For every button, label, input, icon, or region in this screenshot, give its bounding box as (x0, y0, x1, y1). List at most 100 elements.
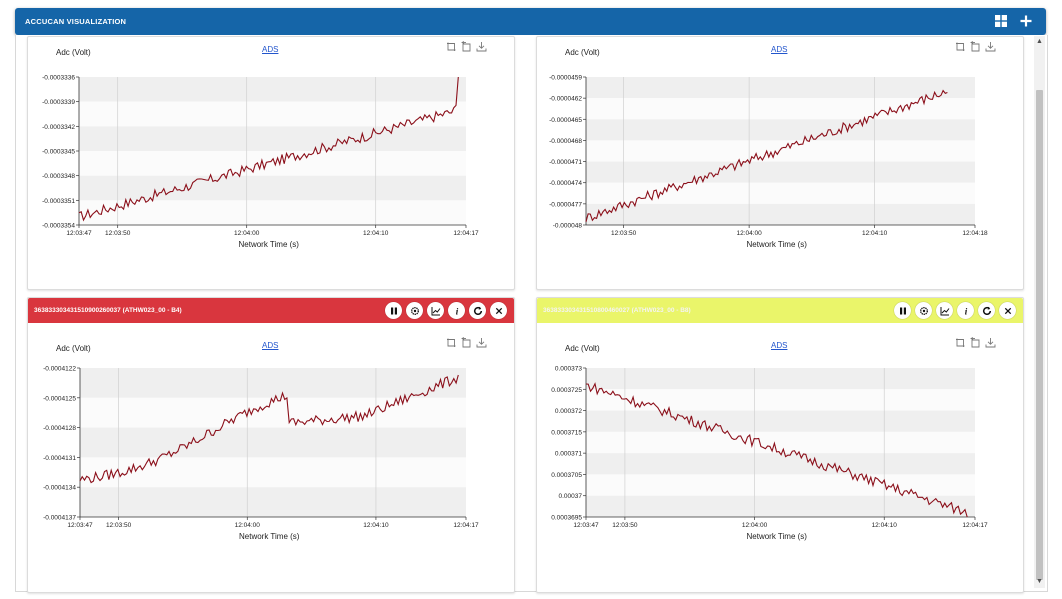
reset-zoom-icon[interactable] (461, 41, 472, 52)
plot-band (586, 368, 975, 389)
panel-header-buttons: i (894, 302, 1016, 319)
x-tick-label: 12:03:47 (573, 522, 599, 529)
close-button[interactable] (999, 302, 1016, 319)
settings-icon (409, 305, 421, 317)
x-tick-label: 12:03:50 (106, 522, 132, 529)
plot-band (79, 126, 466, 151)
y-tick-label: -0.000048 (553, 223, 583, 230)
scrollbar-thumb[interactable] (1036, 90, 1043, 580)
x-axis-label: Network Time (s) (747, 532, 807, 541)
zoom-icon[interactable] (446, 41, 457, 52)
download-icon[interactable] (476, 337, 487, 348)
y-axis-label: Adc (Volt) (56, 344, 91, 353)
y-tick-label: -0.0000459 (549, 75, 582, 82)
add-icon[interactable] (1018, 13, 1034, 29)
plot-band (80, 487, 466, 517)
info-button[interactable]: i (957, 302, 974, 319)
ads-link[interactable]: ADS (262, 341, 278, 350)
chart-toolbar (955, 41, 996, 52)
pause-button[interactable] (385, 302, 402, 319)
plot-band (586, 474, 975, 495)
close-icon (493, 305, 505, 317)
scroll-up-icon[interactable]: ▲ (1036, 38, 1043, 46)
info-icon: i (451, 305, 463, 317)
panel-header-title: 363833303431510900260037 (ATHW023_00 - B… (34, 307, 182, 314)
ads-link[interactable]: ADS (771, 341, 787, 350)
ads-link[interactable]: ADS (262, 45, 278, 54)
reset-zoom-icon[interactable] (461, 337, 472, 348)
chart-button[interactable] (427, 302, 444, 319)
settings-button[interactable] (406, 302, 423, 319)
y-axis-label: Adc (Volt) (565, 48, 600, 57)
x-tick-label: 12:04:18 (962, 230, 988, 237)
zoom-icon[interactable] (955, 41, 966, 52)
y-tick-label: -0.0003354 (42, 223, 75, 230)
x-tick-label: 12:03:50 (612, 522, 638, 529)
close-icon (1002, 305, 1014, 317)
plot-band (586, 204, 975, 225)
settings-button[interactable] (915, 302, 932, 319)
y-tick-label: 0.000371 (555, 451, 582, 458)
x-tick-label: 12:04:10 (363, 522, 389, 529)
x-tick-label: 12:04:00 (736, 230, 762, 237)
reset-zoom-icon[interactable] (970, 41, 981, 52)
x-axis-label: Network Time (s) (239, 532, 299, 541)
zoom-icon[interactable] (955, 337, 966, 348)
close-button[interactable] (490, 302, 507, 319)
line-chart: 0.000373 0.0003725 0.000372 0.0003715 0.0003… (536, 362, 985, 541)
panel-header-title: 363833303431510800460027 (ATHW023_00 - B… (543, 307, 691, 314)
x-tick-label: 12:04:17 (962, 522, 988, 529)
reset-zoom-icon[interactable] (970, 337, 981, 348)
chart-toolbar (955, 337, 996, 348)
vertical-scrollbar[interactable]: ▲ ▼ (1034, 36, 1045, 588)
x-tick-label: 12:03:47 (66, 230, 92, 237)
y-tick-label: 0.0003705 (551, 472, 582, 479)
refresh-button[interactable] (469, 302, 486, 319)
scroll-down-icon[interactable]: ▼ (1036, 578, 1043, 586)
x-tick-label: 12:04:10 (862, 230, 888, 237)
y-tick-label: -0.0004125 (43, 395, 76, 402)
panel-header: 363833303431510800460027 (ATHW023_00 - B… (537, 298, 1023, 323)
download-icon[interactable] (476, 41, 487, 52)
plot-band (80, 457, 466, 487)
y-tick-label: 0.000373 (555, 366, 582, 373)
info-button[interactable]: i (448, 302, 465, 319)
chart-button[interactable] (936, 302, 953, 319)
plot-band (80, 368, 466, 398)
settings-icon (918, 305, 930, 317)
plot-band (586, 389, 975, 410)
refresh-button[interactable] (978, 302, 995, 319)
pause-button[interactable] (894, 302, 911, 319)
plot-band (586, 411, 975, 432)
y-axis-label: Adc (Volt) (565, 344, 600, 353)
plot-band (79, 102, 466, 127)
chart-panel: Adc (Volt) ADS -0.0003336 -0.0003339 -0.0003… (27, 36, 515, 290)
x-tick-label: 12:03:50 (105, 230, 131, 237)
ads-link[interactable]: ADS (771, 45, 787, 54)
app-title: ACCUCAN VISUALIZATION (25, 17, 126, 26)
y-tick-label: 0.000372 (555, 408, 582, 415)
y-tick-label: -0.0000465 (549, 117, 582, 124)
plot-band (586, 432, 975, 453)
x-tick-label: 12:04:10 (363, 230, 389, 237)
x-axis-label: Network Time (s) (747, 240, 807, 249)
zoom-icon[interactable] (446, 337, 457, 348)
chart-panel: Adc (Volt) ADS -0.0000459 -0.0000462 -0.0000… (536, 36, 1024, 290)
pause-icon (897, 305, 909, 317)
y-tick-label: -0.0003345 (42, 149, 75, 156)
plot-band (80, 398, 466, 428)
y-tick-label: -0.0003351 (42, 198, 75, 205)
x-tick-label: 12:04:00 (235, 522, 261, 529)
download-icon[interactable] (985, 41, 996, 52)
plot-band (586, 119, 975, 140)
grid-view-icon[interactable] (993, 13, 1009, 29)
plot-band (586, 140, 975, 161)
x-tick-label: 12:04:17 (453, 230, 479, 237)
plot-band (79, 151, 466, 176)
svg-text:i: i (455, 306, 458, 316)
chart-icon (430, 305, 442, 317)
download-icon[interactable] (985, 337, 996, 348)
x-axis-label: Network Time (s) (239, 240, 299, 249)
y-tick-label: 0.0003725 (551, 387, 582, 394)
refresh-icon (472, 305, 484, 317)
